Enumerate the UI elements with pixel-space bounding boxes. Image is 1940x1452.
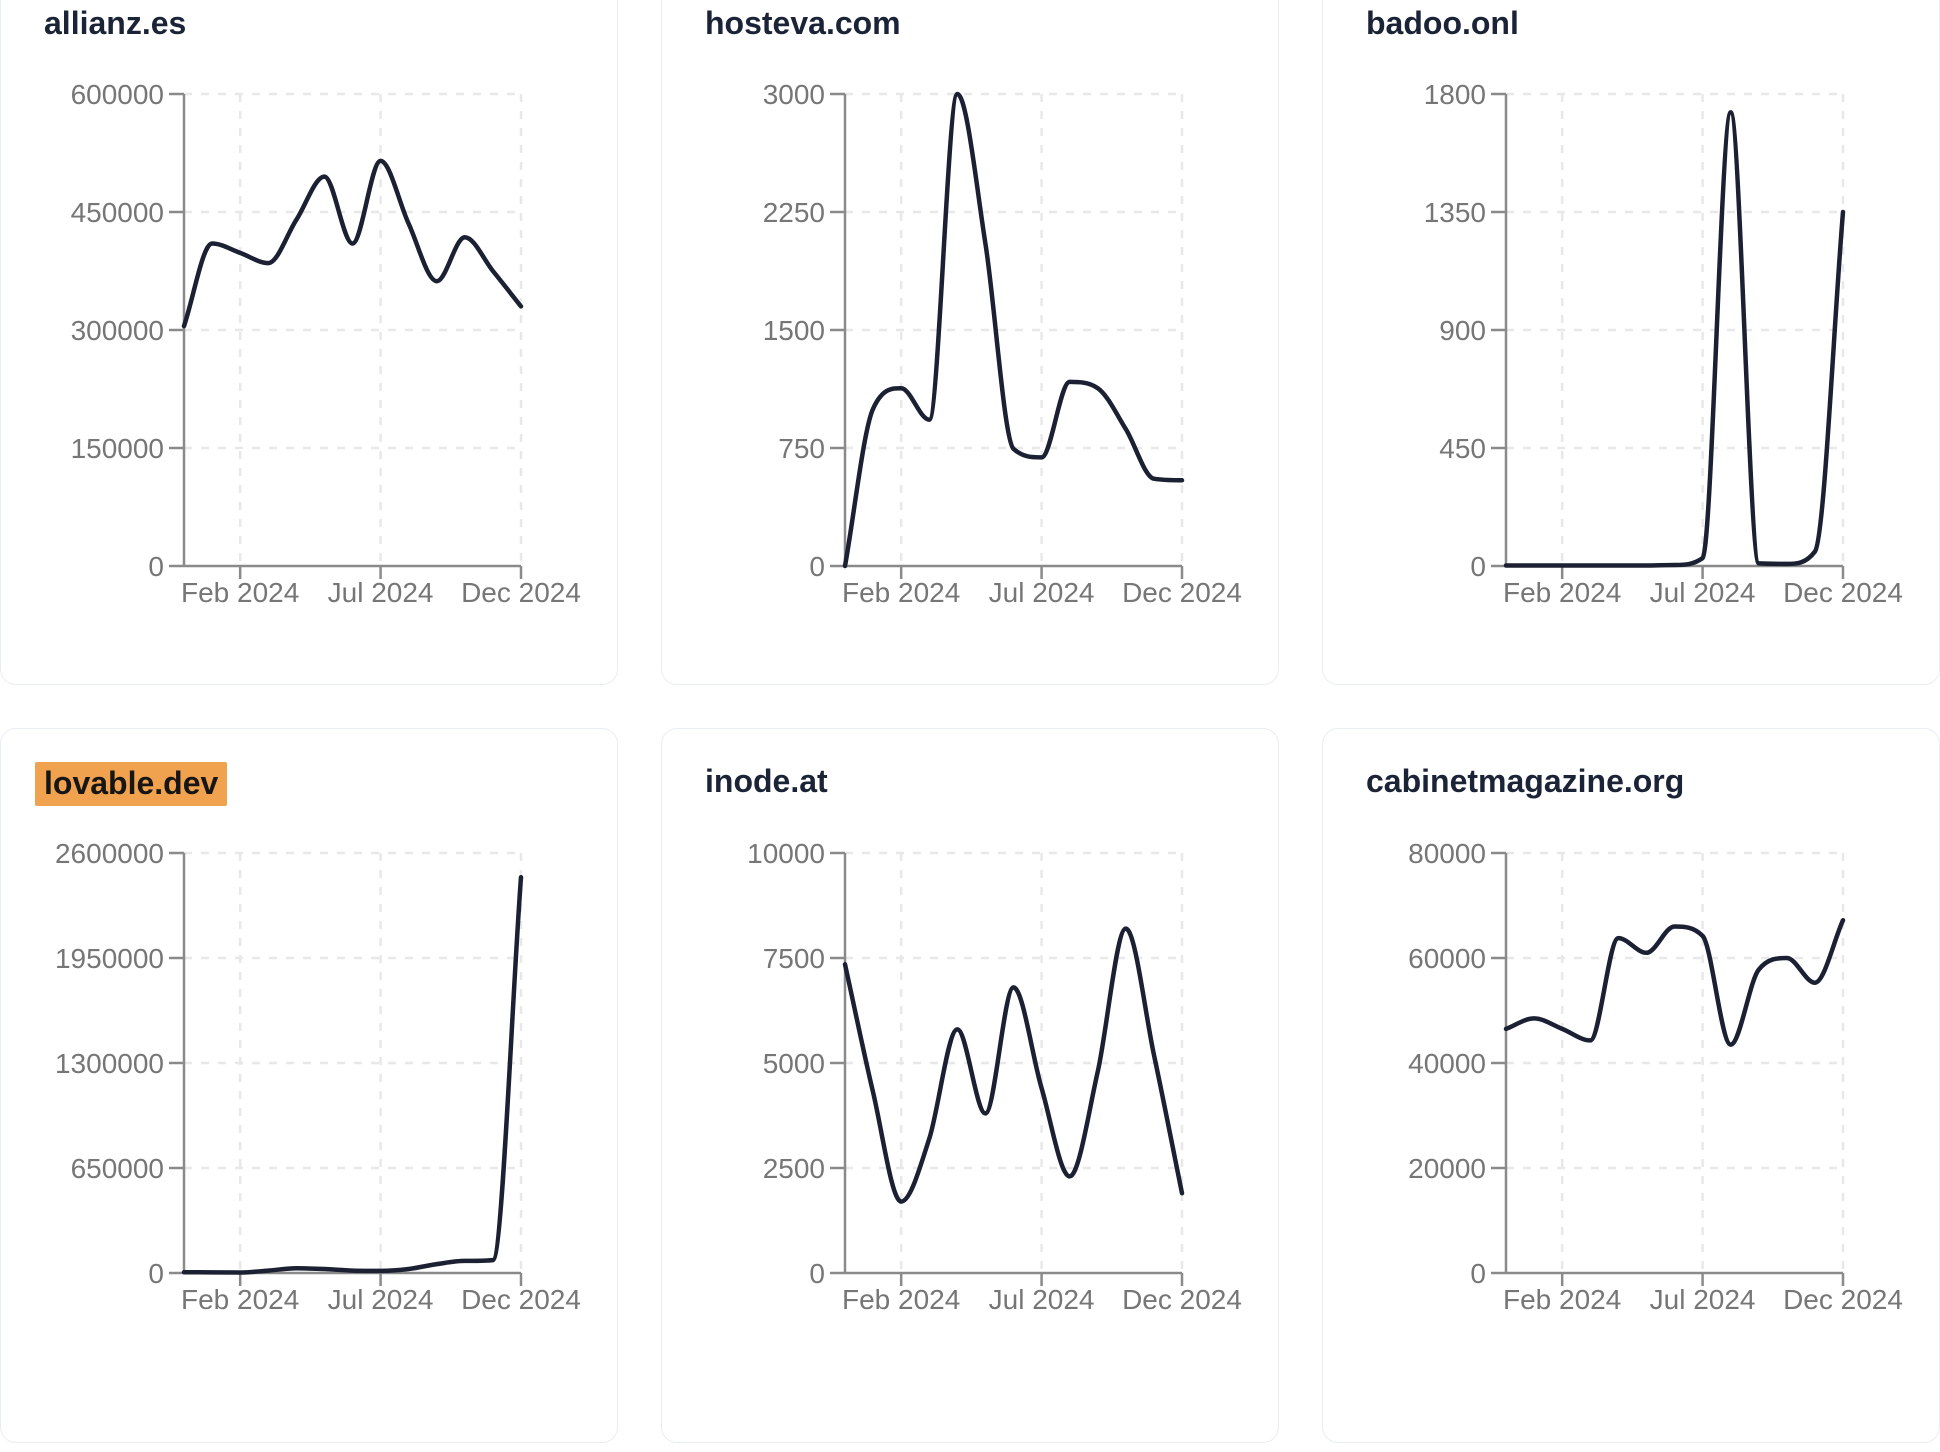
domain-title-text: hosteva.com [705,5,901,41]
traffic-trend-line [842,91,1185,569]
y-tick-label: 3000 [763,79,825,110]
domain-title-text: inode.at [705,763,828,799]
x-tick-label: Dec 2024 [1783,1284,1903,1315]
y-tick-label: 0 [809,551,825,582]
x-tick-label: Dec 2024 [1783,577,1903,608]
traffic-trend-line [1503,917,1846,1047]
domain-title: lovable.dev [35,762,228,807]
y-tick-label: 650000 [71,1153,164,1184]
domain-title: allianz.es [44,4,186,42]
domain-title-text: badoo.onl [1366,5,1519,41]
traffic-trend-line [842,926,1185,1204]
x-tick-label: Jul 2024 [328,577,434,608]
domain-title: badoo.onl [1366,4,1519,42]
domain-card-inode: inode.at 0 2500 5000 7500 10000 Feb 2024 Jul 2… [661,728,1279,1443]
traffic-line-chart: 0 450 900 1350 1800 Feb 2024 Jul 2024 Dec 2024 [1424,79,1903,608]
y-tick-label: 0 [1470,1258,1486,1289]
y-tick-label: 1500 [763,315,825,346]
x-tick-label: Feb 2024 [181,577,299,608]
domain-title-text: cabinetmagazine.org [1366,763,1685,799]
domain-card-cabinetmagazine: cabinetmagazine.org 0 20000 40000 60000 8000… [1322,728,1940,1443]
domain-title: hosteva.com [705,4,901,42]
x-tick-label: Feb 2024 [842,1284,960,1315]
traffic-trend-line [181,158,524,329]
y-tick-label: 450 [1439,433,1486,464]
domain-title: inode.at [705,762,828,800]
y-tick-label: 2500 [763,1153,825,1184]
y-tick-label: 7500 [763,943,825,974]
traffic-line-chart: 0 750 1500 2250 3000 Feb 2024 Jul 2024 Dec 2024 [763,79,1242,608]
x-tick-label: Feb 2024 [1503,1284,1621,1315]
x-tick-label: Jul 2024 [989,1284,1095,1315]
domain-card-lovable: lovable.dev 0 650000 1300000 1950000 2600000… [0,728,618,1443]
domain-title-text: allianz.es [44,5,187,41]
y-tick-label: 20000 [1408,1153,1486,1184]
y-tick-label: 0 [148,551,164,582]
y-tick-label: 2250 [763,197,825,228]
y-tick-label: 0 [1470,551,1486,582]
domain-title: cabinetmagazine.org [1366,762,1684,800]
traffic-line-chart: 0 20000 40000 60000 80000 Feb 2024 Jul 2024 Dec… [1408,838,1903,1315]
traffic-line-chart: 0 150000 300000 450000 600000 Feb 2024 Jul 202… [71,79,581,608]
y-tick-label: 150000 [71,433,164,464]
traffic-line-chart: 0 650000 1300000 1950000 2600000 Feb 2024 Jul … [55,838,581,1315]
y-tick-label: 600000 [71,79,164,110]
y-tick-label: 750 [778,433,825,464]
y-tick-label: 1350 [1424,197,1486,228]
y-tick-label: 60000 [1408,943,1486,974]
traffic-trend-line [181,874,524,1275]
x-tick-label: Feb 2024 [842,577,960,608]
x-tick-label: Jul 2024 [989,577,1095,608]
y-tick-label: 5000 [763,1048,825,1079]
y-tick-label: 0 [148,1258,164,1289]
x-tick-label: Dec 2024 [461,1284,581,1315]
domain-card-badoo: badoo.onl 0 450 900 1350 1800 Feb 2024 Jul 202… [1322,0,1940,685]
traffic-line-chart: 0 2500 5000 7500 10000 Feb 2024 Jul 2024 Dec 20… [747,838,1242,1315]
x-tick-label: Dec 2024 [1122,577,1242,608]
x-tick-label: Jul 2024 [1650,1284,1756,1315]
y-tick-label: 2600000 [55,838,164,869]
y-tick-label: 80000 [1408,838,1486,869]
y-tick-label: 900 [1439,315,1486,346]
domain-title-text-highlighted: lovable.dev [35,762,228,807]
y-tick-label: 10000 [747,838,825,869]
y-tick-label: 450000 [71,197,164,228]
x-tick-label: Jul 2024 [1650,577,1756,608]
x-tick-label: Jul 2024 [328,1284,434,1315]
y-tick-label: 1950000 [55,943,164,974]
y-tick-label: 40000 [1408,1048,1486,1079]
x-tick-label: Dec 2024 [1122,1284,1242,1315]
y-tick-label: 300000 [71,315,164,346]
traffic-trend-line [1503,110,1846,568]
domain-card-allianz: allianz.es 0 150000 300000 450000 600000 Feb … [0,0,618,685]
domain-card-hosteva: hosteva.com 0 750 1500 2250 3000 Feb 2024 Jul … [661,0,1279,685]
x-tick-label: Feb 2024 [181,1284,299,1315]
y-tick-label: 0 [809,1258,825,1289]
x-tick-label: Dec 2024 [461,577,581,608]
y-tick-label: 1300000 [55,1048,164,1079]
y-tick-label: 1800 [1424,79,1486,110]
x-tick-label: Feb 2024 [1503,577,1621,608]
